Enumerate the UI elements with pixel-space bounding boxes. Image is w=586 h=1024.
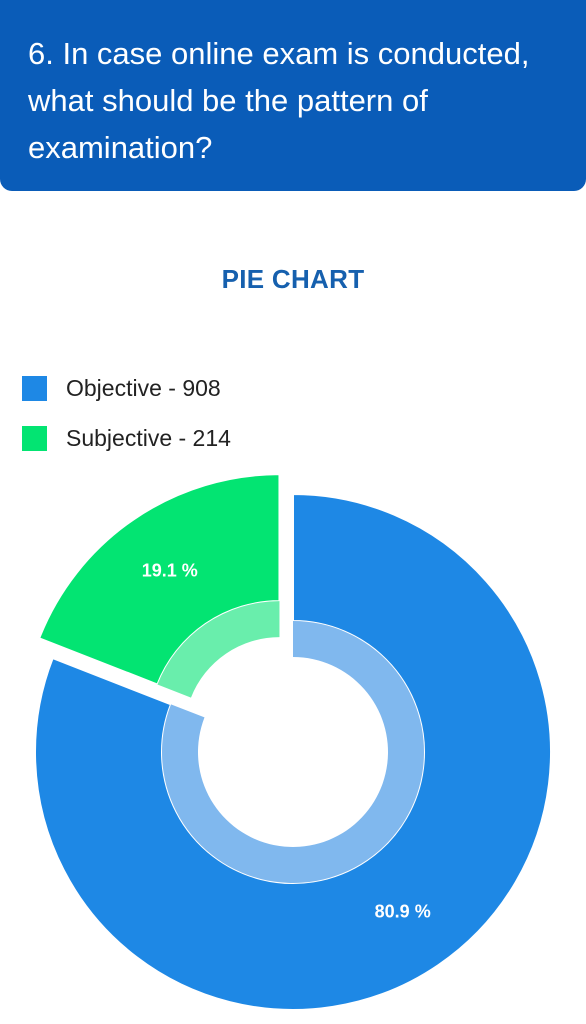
donut-chart: 80.9 % 19.1 % <box>34 473 552 1011</box>
legend-item-subjective[interactable]: Subjective - 214 <box>22 424 231 452</box>
chart-title: PIE CHART <box>221 264 365 294</box>
slice-label-subjective: 19.1 % <box>142 560 198 580</box>
legend-item-objective[interactable]: Objective - 908 <box>22 374 231 402</box>
legend-label-objective: Objective - 908 <box>66 374 221 401</box>
question-header: 6. In case online exam is conducted, wha… <box>0 0 586 191</box>
legend-label-subjective: Subjective - 214 <box>66 424 231 451</box>
slice-label-objective: 80.9 % <box>375 901 431 921</box>
question-text: 6. In case online exam is conducted, wha… <box>28 36 530 165</box>
legend-swatch-subjective <box>22 425 47 451</box>
slice-inner-ring-subjective <box>157 601 280 698</box>
legend-swatch-objective <box>22 375 47 401</box>
chart-legend: Objective - 908 Subjective - 214 <box>22 374 231 474</box>
